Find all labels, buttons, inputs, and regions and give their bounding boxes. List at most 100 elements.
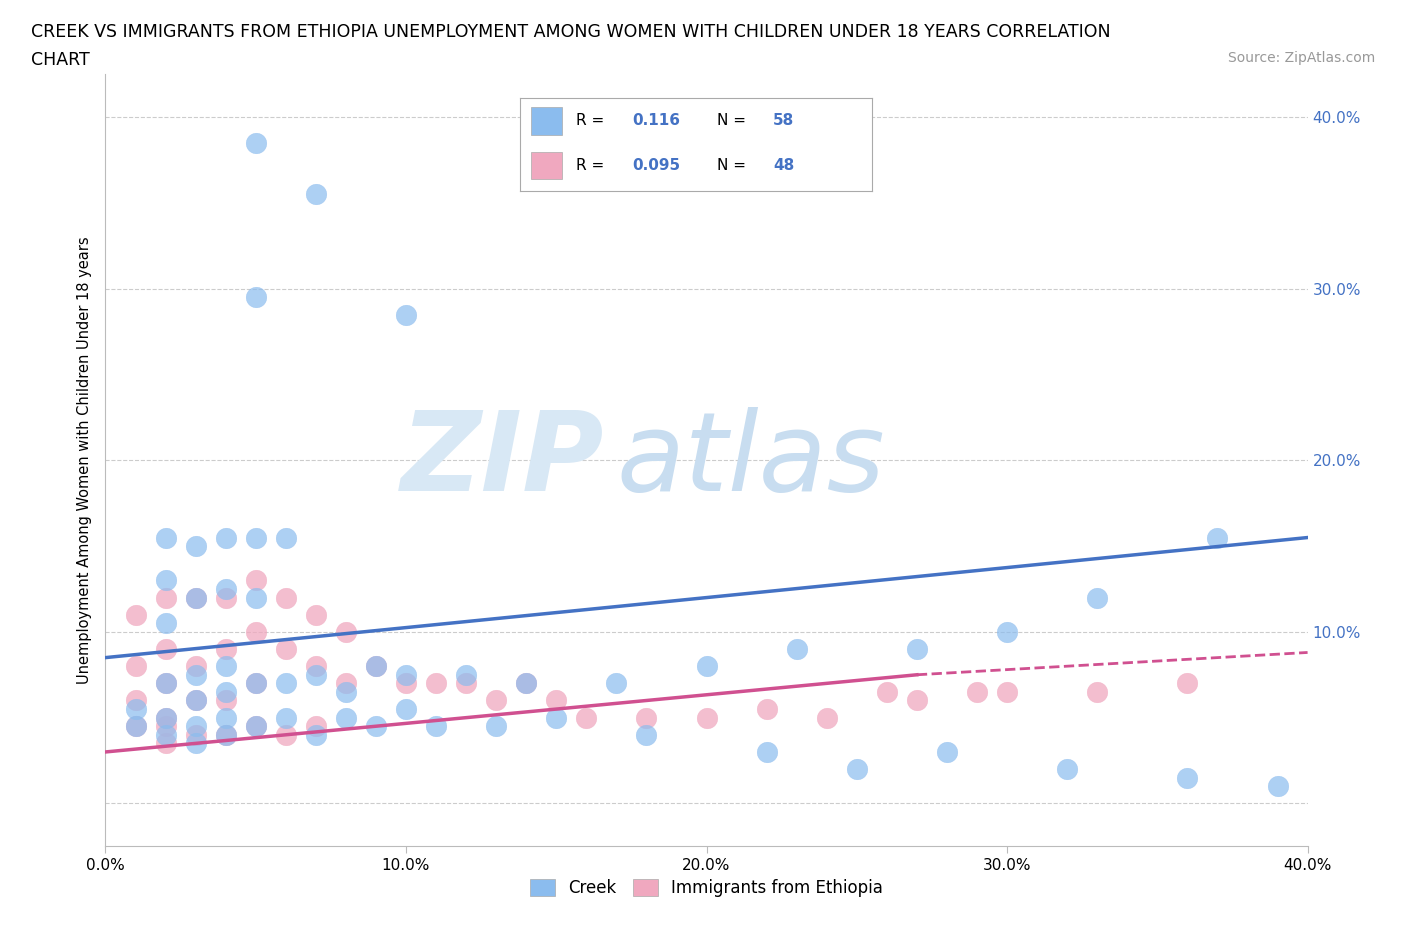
Point <box>184 591 207 605</box>
Point <box>155 616 177 631</box>
Point <box>636 711 658 725</box>
Point <box>155 711 177 725</box>
Point <box>214 581 236 596</box>
Point <box>184 538 207 553</box>
Point <box>124 607 146 622</box>
Point <box>1056 762 1078 777</box>
Point <box>274 530 297 545</box>
Point <box>995 624 1018 639</box>
Point <box>755 701 778 716</box>
Point <box>124 693 146 708</box>
Point <box>245 591 267 605</box>
Text: ZIP: ZIP <box>401 406 605 514</box>
Point <box>184 736 207 751</box>
Point <box>245 624 267 639</box>
Point <box>1206 530 1229 545</box>
Point <box>335 624 357 639</box>
Point <box>936 745 959 760</box>
Point <box>245 530 267 545</box>
Point <box>155 719 177 734</box>
Point <box>124 719 146 734</box>
Point <box>305 727 328 742</box>
Point <box>155 642 177 657</box>
Point <box>305 668 328 683</box>
Point <box>184 719 207 734</box>
Point <box>184 668 207 683</box>
Point <box>995 684 1018 699</box>
Point <box>214 684 236 699</box>
Point <box>214 693 236 708</box>
Point <box>905 642 928 657</box>
Point <box>305 187 328 202</box>
Y-axis label: Unemployment Among Women with Children Under 18 years: Unemployment Among Women with Children U… <box>77 236 93 684</box>
Text: 58: 58 <box>773 113 794 128</box>
Point <box>755 745 778 760</box>
Point <box>214 727 236 742</box>
Point <box>364 658 387 673</box>
Text: CREEK VS IMMIGRANTS FROM ETHIOPIA UNEMPLOYMENT AMONG WOMEN WITH CHILDREN UNDER 1: CREEK VS IMMIGRANTS FROM ETHIOPIA UNEMPL… <box>31 23 1111 41</box>
Point <box>155 711 177 725</box>
Point <box>546 693 568 708</box>
Point <box>245 676 267 691</box>
Point <box>546 711 568 725</box>
Point <box>696 658 718 673</box>
Point <box>274 711 297 725</box>
Point <box>184 658 207 673</box>
Point <box>184 727 207 742</box>
Text: N =: N = <box>717 158 751 173</box>
Point <box>245 719 267 734</box>
Point <box>364 719 387 734</box>
Text: R =: R = <box>576 158 610 173</box>
Point <box>1175 676 1198 691</box>
Point <box>395 676 418 691</box>
Point <box>1085 684 1108 699</box>
FancyBboxPatch shape <box>531 152 562 179</box>
Point <box>335 676 357 691</box>
Point <box>815 711 838 725</box>
Point <box>1175 770 1198 785</box>
Point <box>214 711 236 725</box>
Point <box>395 307 418 322</box>
Point <box>124 701 146 716</box>
Text: 0.116: 0.116 <box>633 113 681 128</box>
Point <box>214 727 236 742</box>
Point <box>1267 778 1289 793</box>
Point <box>364 658 387 673</box>
Text: 48: 48 <box>773 158 794 173</box>
Point <box>425 676 447 691</box>
Point <box>155 573 177 588</box>
Point <box>274 676 297 691</box>
Point <box>966 684 988 699</box>
Point <box>245 573 267 588</box>
Point <box>1085 591 1108 605</box>
Point <box>845 762 868 777</box>
Point <box>395 668 418 683</box>
Point <box>636 727 658 742</box>
Point <box>605 676 627 691</box>
Point <box>214 591 236 605</box>
Point <box>184 693 207 708</box>
Point <box>245 676 267 691</box>
Point <box>305 607 328 622</box>
Point <box>305 658 328 673</box>
Point <box>155 736 177 751</box>
Text: R =: R = <box>576 113 610 128</box>
Legend: Creek, Immigrants from Ethiopia: Creek, Immigrants from Ethiopia <box>523 872 890 904</box>
Point <box>485 719 508 734</box>
Point <box>155 676 177 691</box>
Point <box>184 591 207 605</box>
Text: 0.095: 0.095 <box>633 158 681 173</box>
Point <box>155 727 177 742</box>
Point <box>696 711 718 725</box>
Point <box>155 530 177 545</box>
Point <box>425 719 447 734</box>
Point <box>485 693 508 708</box>
Point <box>395 701 418 716</box>
Point <box>515 676 537 691</box>
Point <box>274 642 297 657</box>
Text: atlas: atlas <box>616 406 884 514</box>
Text: N =: N = <box>717 113 751 128</box>
Point <box>214 658 236 673</box>
Point <box>515 676 537 691</box>
Point <box>305 719 328 734</box>
